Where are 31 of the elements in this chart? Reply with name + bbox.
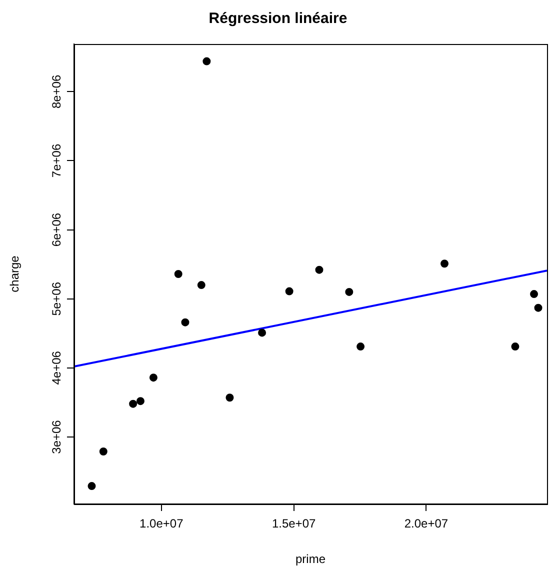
x-tick-label: 1.0e+07 — [140, 516, 184, 531]
x-axis-title: prime — [295, 552, 326, 566]
y-tick-label: 7e+06 — [49, 144, 64, 178]
point — [149, 374, 158, 382]
point — [534, 304, 542, 312]
point — [88, 482, 96, 490]
chart-title: Régression linéaire — [208, 10, 348, 28]
y-tick-label: 8e+06 — [49, 74, 64, 109]
point — [99, 448, 108, 456]
point — [197, 281, 206, 290]
point — [226, 394, 234, 402]
x-tick-label: 2.0e+07 — [404, 516, 448, 531]
point — [174, 270, 182, 278]
y-tick-label: 4e+06 — [49, 350, 64, 385]
y-tick-label: 3e+06 — [49, 420, 64, 454]
point — [530, 290, 538, 298]
y-tick-label: 5e+06 — [49, 282, 64, 316]
y-tick-label: 6e+06 — [49, 212, 64, 247]
point — [129, 400, 138, 408]
point — [181, 318, 190, 326]
point — [440, 260, 449, 268]
point — [258, 328, 266, 337]
x-tick-label: 1.5e+07 — [272, 516, 316, 531]
point — [511, 342, 520, 351]
point — [345, 288, 354, 296]
point — [356, 342, 365, 351]
point — [136, 397, 144, 406]
point — [315, 266, 324, 274]
point — [285, 287, 294, 296]
point — [202, 57, 211, 66]
y-axis-title: charge — [8, 255, 22, 292]
